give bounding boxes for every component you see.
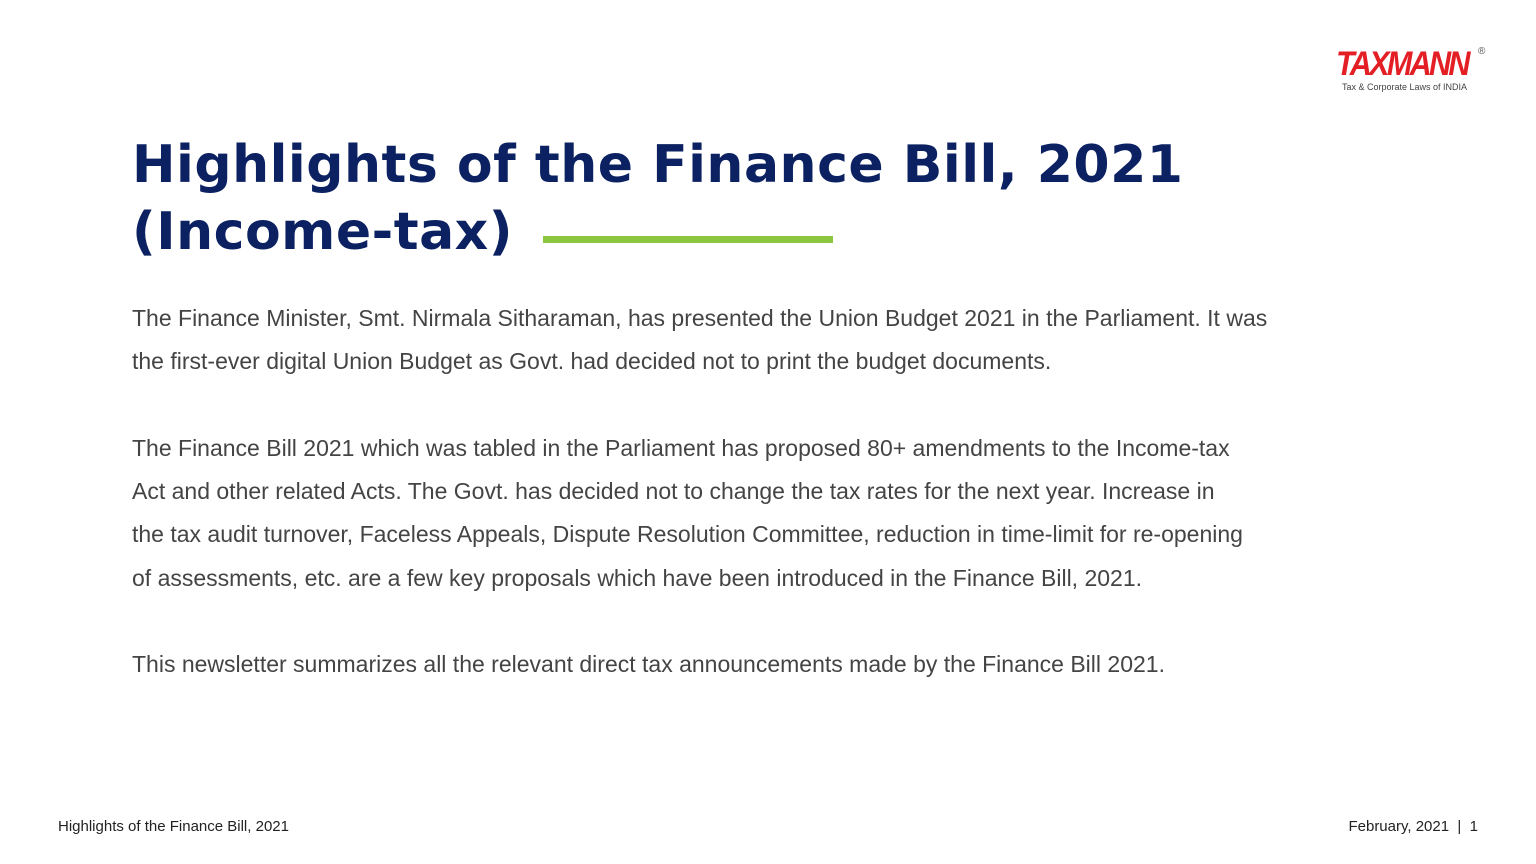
text-line: of assessments, etc. are a few key propo…: [132, 564, 1143, 591]
paragraph-amendments: The Finance Bill 2021 which was tabled i…: [132, 427, 1462, 600]
text-line: The Finance Bill 2021 which was tabled i…: [132, 434, 1230, 461]
logo-tagline: Tax & Corporate Laws of INDIA: [1342, 82, 1468, 92]
accent-bar: [542, 235, 833, 243]
registered-mark: ®: [1478, 46, 1486, 57]
text-line: This newsletter summarizes all the relev…: [132, 651, 1165, 678]
footer-date-page: February, 2021 | 1: [1348, 818, 1478, 835]
title-line-2: (Income-tax): [132, 199, 1183, 266]
body-text: The Finance Minister, Smt. Nirmala Sitha…: [132, 297, 1462, 730]
paragraph-intro: The Finance Minister, Smt. Nirmala Sitha…: [132, 297, 1462, 384]
title-line-2-text: (Income-tax): [132, 202, 513, 262]
title-line-1: Highlights of the Finance Bill, 2021: [132, 135, 1184, 195]
text-line: The Finance Minister, Smt. Nirmala Sitha…: [132, 305, 1268, 331]
paragraph-summary: This newsletter summarizes all the relev…: [132, 643, 1462, 686]
text-line: the tax audit turnover, Faceless Appeals…: [132, 521, 1243, 548]
taxmann-logo: TAXMANN ® Tax & Corporate Laws of INDIA: [1336, 46, 1488, 96]
page-title: Highlights of the Finance Bill, 2021 (In…: [132, 132, 1183, 266]
logo-wordmark: TAXMANN: [1336, 45, 1471, 83]
text-line: Act and other related Acts. The Govt. ha…: [132, 478, 1215, 505]
text-line: the first-ever digital Union Budget as G…: [132, 348, 1052, 375]
footer-title: Highlights of the Finance Bill, 2021: [58, 818, 289, 835]
